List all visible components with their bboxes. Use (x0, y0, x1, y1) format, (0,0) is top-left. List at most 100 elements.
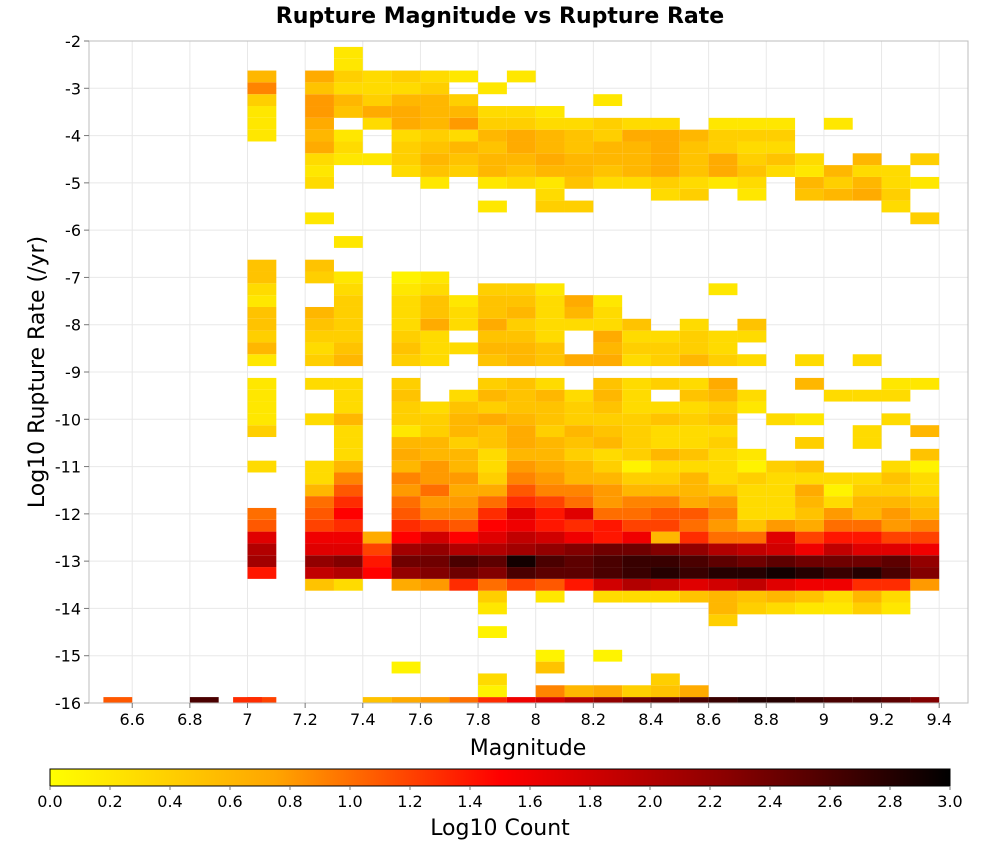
heatmap-cell (506, 697, 536, 703)
heatmap-cell (535, 106, 565, 118)
heatmap-cell (881, 531, 911, 544)
heatmap-cell (333, 70, 363, 83)
heatmap-cell (449, 543, 479, 556)
heatmap-cell (679, 507, 709, 520)
heatmap-cell (333, 519, 363, 532)
heatmap-cell (247, 318, 277, 331)
heatmap-cell (333, 401, 363, 414)
heatmap-cell (881, 567, 911, 579)
x-tick-label: 9 (819, 710, 829, 729)
heatmap-cell (333, 567, 363, 579)
heatmap-cell (766, 543, 796, 556)
heatmap-cell (478, 141, 507, 154)
heatmap-cell (650, 472, 680, 485)
heatmap-cell (795, 188, 824, 201)
heatmap-cell (247, 460, 277, 473)
heatmap-cell (478, 342, 507, 355)
heatmap-cell (535, 437, 565, 449)
heatmap-cell (305, 141, 334, 154)
heatmap-cell (420, 82, 450, 95)
heatmap-cell (391, 531, 421, 544)
colorbar (50, 769, 950, 786)
heatmap-cell (478, 460, 507, 473)
heatmap-cell (852, 519, 882, 532)
heatmap-cell (593, 685, 623, 698)
y-tick-label: -16 (55, 694, 81, 713)
heatmap-cell (305, 496, 334, 508)
y-tick-label: -10 (55, 410, 81, 429)
heatmap-cell (737, 507, 767, 520)
heatmap-cell (679, 448, 709, 461)
heatmap-cell (247, 70, 277, 83)
heatmap-cell (910, 697, 940, 703)
heatmap-cell (564, 472, 594, 485)
heatmap-cell (247, 106, 277, 118)
heatmap-cell (449, 531, 479, 544)
heatmap-cell (478, 401, 507, 414)
heatmap-cell (478, 685, 507, 698)
heatmap-cell (650, 555, 680, 568)
heatmap-cell (679, 153, 709, 166)
x-tick-label: 9.2 (869, 710, 894, 729)
heatmap-cell (737, 590, 767, 603)
heatmap-cell (650, 507, 680, 520)
y-axis: -2 -3 -4 -5 -6 -7 -8 -9 -10 -11 -12 -13 -14 -15 -16 (55, 32, 89, 713)
heatmap-cell (449, 342, 479, 355)
heatmap-cell (333, 460, 363, 473)
heatmap-cell (391, 661, 421, 674)
x-tick-label: 8 (531, 710, 541, 729)
heatmap-cell (737, 543, 767, 556)
colorbar-tick-label: 0.8 (277, 792, 302, 811)
heatmap-cell (593, 330, 623, 343)
heatmap-cell (622, 460, 651, 473)
heatmap-cell (535, 507, 565, 520)
heatmap-cell (478, 567, 507, 579)
heatmap-cell (708, 153, 738, 166)
heatmap-cell (708, 472, 738, 485)
heatmap-cell (708, 602, 738, 615)
heatmap-cell (305, 306, 334, 319)
heatmap-cell (852, 437, 882, 449)
heatmap-cell (420, 413, 450, 426)
heatmap-cell (535, 306, 565, 319)
heatmap-cell (478, 531, 507, 544)
x-tick-label: 7.2 (292, 710, 317, 729)
heatmap-cell (535, 567, 565, 579)
heatmap-cell (622, 437, 651, 449)
heatmap-cell (650, 567, 680, 579)
heatmap-cell (506, 555, 536, 568)
heatmap-cell (622, 153, 651, 166)
heatmap-cell (506, 141, 536, 154)
heatmap-cell (737, 531, 767, 544)
heatmap-cell (506, 354, 536, 367)
heatmap-cell (766, 413, 796, 426)
heatmap-cell (593, 129, 623, 142)
heatmap-cell (593, 590, 623, 603)
heatmap-cell (247, 330, 277, 343)
heatmap-cell (679, 437, 709, 449)
heatmap-cell (852, 555, 882, 568)
heatmap-cell (362, 94, 392, 107)
heatmap-cell (622, 413, 651, 426)
heatmap-cell (506, 472, 536, 485)
heatmap-cell (679, 425, 709, 438)
x-tick-label: 9.4 (926, 710, 951, 729)
heatmap-cell (593, 425, 623, 438)
heatmap-cell (535, 531, 565, 544)
heatmap-cell (391, 271, 421, 284)
x-tick-label: 7.8 (465, 710, 490, 729)
heatmap-cell (391, 401, 421, 414)
heatmap-cell (737, 330, 767, 343)
heatmap-cell (564, 318, 594, 331)
heatmap-cell (391, 578, 421, 591)
heatmap-cell (708, 425, 738, 438)
heatmap-cell (795, 176, 824, 189)
heatmap-cell (881, 188, 911, 201)
heatmap-cell (766, 472, 796, 485)
heatmap-cell (823, 555, 853, 568)
heatmap-cell (391, 472, 421, 485)
heatmap-cell (881, 507, 911, 520)
heatmap-cell (708, 531, 738, 544)
heatmap-cell (650, 354, 680, 367)
heatmap-cell (506, 578, 536, 591)
